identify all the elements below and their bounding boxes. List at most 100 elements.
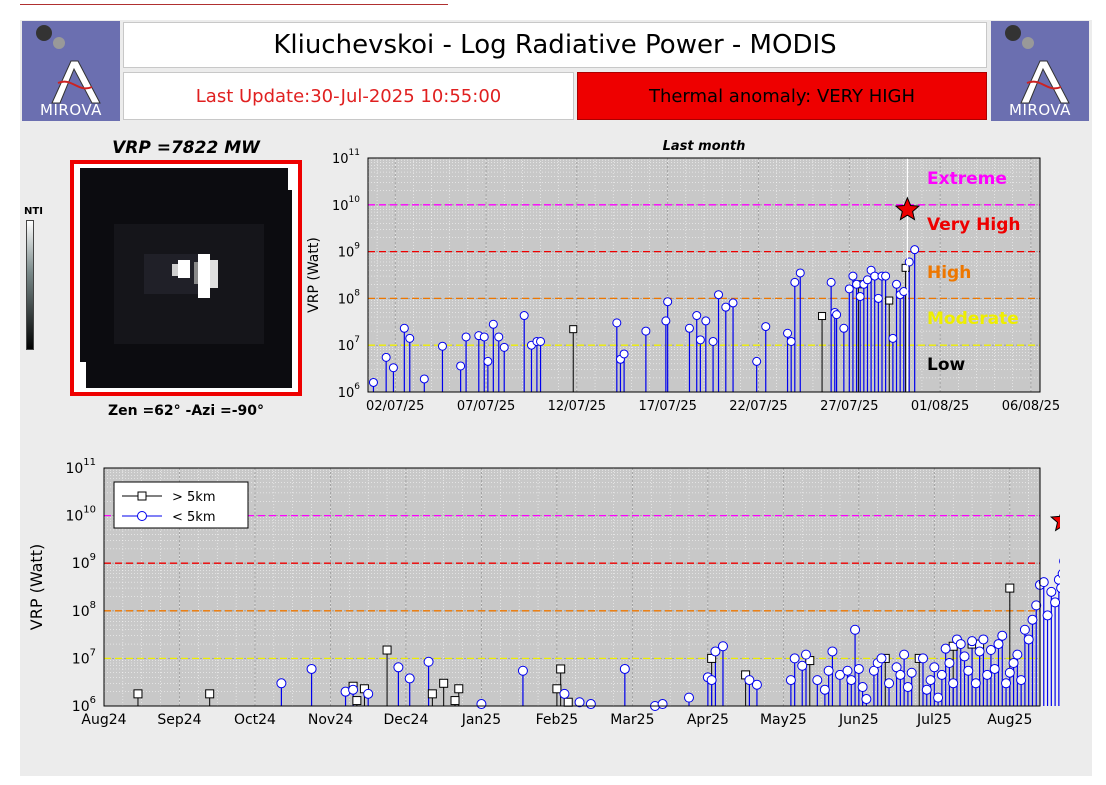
point-near: [619, 349, 629, 359]
y-tick-label: 106: [72, 695, 96, 715]
point-near: [761, 322, 771, 332]
point-near: [419, 374, 429, 384]
legend-near-marker: [137, 511, 147, 521]
colorbar-label: NTI: [24, 206, 43, 217]
point-near: [574, 697, 585, 708]
y-tick-label: 1010: [65, 505, 96, 525]
point-near: [1019, 624, 1030, 635]
geometry-label: Zen =62° -Azi =-90°: [107, 403, 265, 419]
point-near: [437, 341, 447, 351]
point-near: [701, 316, 711, 326]
point-near: [783, 328, 793, 338]
point-near: [819, 684, 830, 695]
point-near: [684, 692, 694, 703]
point-near: [801, 649, 811, 660]
point-near: [1042, 610, 1053, 621]
point-near: [456, 361, 466, 371]
point-far: [205, 689, 215, 699]
x-tick-label: 27/07/25: [820, 399, 878, 414]
point-near: [844, 284, 854, 294]
x-tick-label: 17/07/25: [638, 399, 696, 414]
point-near: [695, 335, 705, 345]
point-near: [479, 332, 489, 342]
x-tick-label: 01/08/25: [911, 399, 969, 414]
x-tick-label: 22/07/25: [729, 399, 787, 414]
point-near: [827, 646, 838, 657]
point-near: [751, 679, 762, 690]
point-near: [933, 692, 944, 703]
point-near: [585, 699, 596, 710]
latest-star-marker: [894, 196, 921, 221]
x-tick-label: May25: [760, 712, 807, 728]
y-axis-label: VRP (Watt): [27, 544, 46, 630]
point-near: [661, 316, 671, 326]
point-near: [985, 645, 996, 656]
y-tick-label: 109: [338, 242, 361, 261]
point-near: [276, 678, 287, 689]
point-near: [823, 665, 834, 676]
y-tick-label: 109: [72, 552, 96, 572]
point-near: [348, 684, 359, 695]
point-near: [710, 646, 721, 657]
point-near: [476, 699, 487, 710]
point-far: [450, 696, 460, 706]
point-near: [795, 268, 805, 278]
x-tick-label: Jun25: [838, 712, 879, 728]
point-near: [1016, 675, 1027, 686]
point-near: [1056, 583, 1060, 593]
point-near: [483, 356, 493, 366]
x-tick-label: Dec24: [383, 712, 428, 728]
point-near: [855, 291, 865, 301]
point-near: [404, 673, 415, 684]
point-near: [393, 662, 404, 673]
y-tick-label: 107: [338, 335, 360, 354]
point-near: [948, 678, 959, 689]
point-far: [552, 684, 562, 694]
point-near: [873, 293, 883, 303]
point-near: [797, 660, 808, 671]
point-near: [862, 275, 872, 285]
point-near: [826, 277, 836, 287]
y-tick-label: 106: [338, 382, 361, 401]
point-near: [982, 669, 993, 680]
x-tick-label: 06/08/25: [1002, 399, 1060, 414]
point-near: [925, 675, 936, 686]
point-far: [556, 664, 566, 674]
point-near: [936, 669, 947, 680]
point-near: [848, 271, 858, 281]
point-near: [684, 323, 694, 333]
plot-frame: [367, 157, 1041, 393]
last-month-chart: 106 107 108 109 1010 1011 02/07/25 07/07/25 12/0…: [306, 139, 1060, 414]
page-title: Kliuchevskoi - Log Radiative Power - MOD…: [123, 22, 987, 68]
y-tick-label: 107: [72, 647, 96, 667]
point-near: [929, 662, 940, 673]
alert-status: Thermal anomaly: VERY HIGH: [577, 72, 987, 120]
point-near: [944, 658, 955, 669]
point-near: [899, 649, 910, 660]
x-tick-label: Jan25: [461, 712, 501, 728]
point-near: [494, 332, 504, 342]
point-near: [368, 377, 378, 387]
point-near: [921, 684, 932, 695]
point-near: [1050, 597, 1060, 608]
x-tick-label: Oct24: [234, 712, 276, 728]
x-tick-label: Aug24: [81, 712, 126, 728]
point-near: [853, 663, 864, 674]
point-near: [363, 688, 374, 699]
y-axis-label: VRP (Watt): [306, 237, 322, 313]
point-near: [519, 311, 529, 321]
point-near: [888, 333, 898, 343]
x-tick-label: 07/07/25: [457, 399, 515, 414]
point-near: [832, 310, 842, 320]
point-near: [940, 643, 951, 654]
point-near: [906, 667, 917, 678]
x-tick-label: Apr25: [687, 712, 729, 728]
point-near: [812, 675, 823, 686]
y-tick-label: 1011: [332, 148, 360, 167]
x-tick-label: Nov24: [308, 712, 353, 728]
point-near: [786, 336, 796, 346]
point-near: [955, 639, 966, 650]
vrp-label: VRP =7822 MW: [112, 138, 260, 158]
latest-star-marker: [1049, 513, 1060, 532]
point-near: [399, 323, 409, 333]
